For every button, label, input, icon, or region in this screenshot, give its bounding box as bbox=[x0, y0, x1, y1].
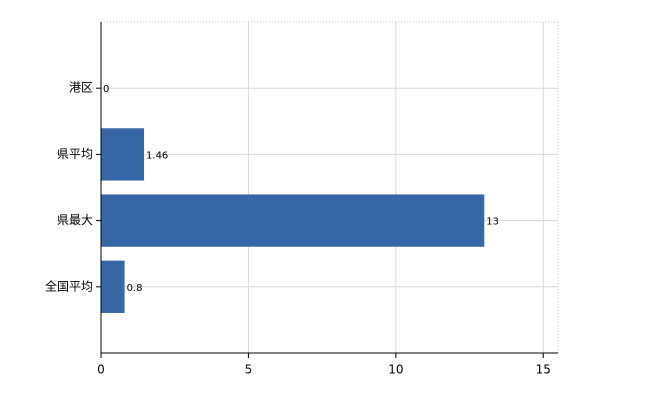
y-tick-label: 県最大 bbox=[57, 213, 93, 227]
x-tick-label: 0 bbox=[97, 363, 105, 377]
x-tick-label: 15 bbox=[536, 363, 551, 377]
data-label: 0 bbox=[103, 84, 109, 95]
data-label: 13 bbox=[486, 217, 499, 228]
bar bbox=[101, 260, 125, 313]
bar bbox=[101, 194, 485, 247]
y-tick-label: 県平均 bbox=[57, 147, 93, 161]
data-label: 1.46 bbox=[146, 150, 168, 161]
bar bbox=[101, 128, 145, 181]
y-tick-label: 港区 bbox=[69, 81, 93, 95]
data-label: 0.8 bbox=[127, 283, 143, 294]
y-tick-label: 全国平均 bbox=[45, 278, 93, 293]
x-tick-label: 5 bbox=[245, 363, 253, 377]
x-tick-label: 10 bbox=[388, 363, 403, 377]
